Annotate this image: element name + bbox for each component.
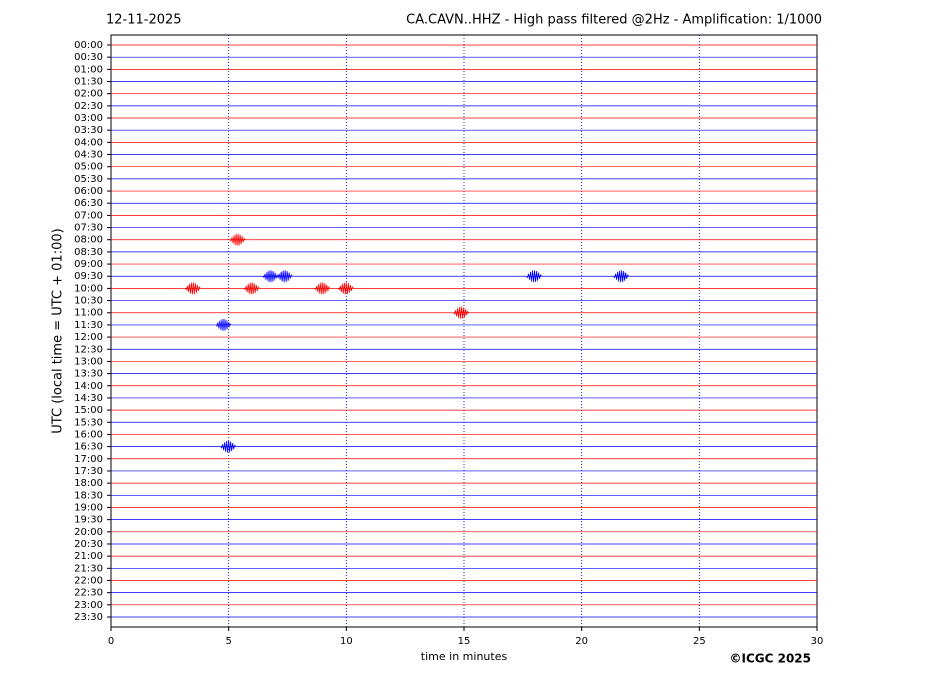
seismic-event: [526, 270, 542, 283]
y-tick-label: 20:30: [74, 539, 103, 550]
plot-frame: [110, 34, 818, 628]
y-tick-label: 19:00: [74, 502, 103, 513]
y-tick-label: 21:00: [74, 551, 103, 562]
y-tick-label: 16:00: [74, 429, 103, 440]
x-tick-label: 5: [225, 636, 231, 647]
x-tick-label: 10: [340, 636, 353, 647]
seismic-event: [453, 306, 469, 319]
credit: ©ICGC 2025: [729, 652, 811, 666]
x-tick-label: 20: [575, 636, 588, 647]
y-tick-label: 11:00: [74, 308, 103, 319]
seismic-event: [215, 318, 232, 331]
x-tick-label: 15: [458, 636, 471, 647]
y-tick-label: 20:00: [74, 527, 103, 538]
y-tick-label: 06:00: [74, 186, 103, 197]
seismic-event: [185, 282, 201, 295]
seismic-event: [229, 233, 246, 246]
y-tick-label: 10:30: [74, 296, 103, 307]
y-tick-label: 14:30: [74, 393, 103, 404]
y-tick-label: 15:30: [74, 417, 103, 428]
seismic-event: [314, 282, 331, 295]
y-tick-label: 18:00: [74, 478, 103, 489]
y-tick-label: 23:30: [74, 612, 103, 623]
y-tick-label: 23:00: [74, 600, 103, 611]
y-tick-label: 07:30: [74, 223, 103, 234]
seismic-event: [338, 282, 354, 295]
y-tick-label: 18:30: [74, 490, 103, 501]
seismic-event: [613, 270, 629, 283]
y-tick-label: 12:30: [74, 344, 103, 355]
y-tick-label: 12:00: [74, 332, 103, 343]
y-tick-label: 10:00: [74, 283, 103, 294]
y-tick-label: 08:00: [74, 235, 103, 246]
date: 12-11-2025: [106, 13, 182, 28]
y-tick-label: 04:30: [74, 150, 103, 161]
y-tick-label: 13:00: [74, 356, 103, 367]
y-axis-label: UTC (local time = UTC + 01:00): [51, 228, 66, 433]
y-tick-label: 07:00: [74, 210, 103, 221]
y-tick-label: 01:00: [74, 64, 103, 75]
y-tick-label: 21:30: [74, 563, 103, 574]
y-tick-label: 06:30: [74, 198, 103, 209]
chart-title: CA.CAVN..HHZ - High pass filtered @2Hz -…: [406, 13, 822, 28]
y-tick-label: 19:30: [74, 515, 103, 526]
y-tick-label: 14:00: [74, 381, 103, 392]
y-tick-label: 05:30: [74, 174, 103, 185]
y-tick-label: 16:30: [74, 442, 103, 453]
seismic-event: [262, 270, 279, 283]
seismic-event: [243, 282, 260, 295]
y-tick-label: 03:00: [74, 113, 103, 124]
x-axis-label: time in minutes: [421, 650, 508, 663]
y-tick-label: 13:30: [74, 369, 103, 380]
seismic-event: [220, 440, 236, 453]
y-tick-label: 05:00: [74, 162, 103, 173]
y-tick-label: 11:30: [74, 320, 103, 331]
x-tick-label: 25: [693, 636, 706, 647]
x-tick-label: 30: [811, 636, 824, 647]
y-tick-label: 03:30: [74, 125, 103, 136]
y-tick-label: 09:30: [74, 271, 103, 282]
y-tick-label: 09:00: [74, 259, 103, 270]
y-tick-label: 00:00: [74, 40, 103, 51]
y-tick-label: 15:00: [74, 405, 103, 416]
y-tick-label: 02:30: [74, 101, 103, 112]
y-tick-label: 01:30: [74, 77, 103, 88]
x-tick-label: 0: [108, 636, 114, 647]
y-tick-label: 00:30: [74, 52, 103, 63]
y-tick-label: 08:30: [74, 247, 103, 258]
y-tick-label: 04:00: [74, 137, 103, 148]
y-tick-label: 22:30: [74, 588, 103, 599]
y-tick-label: 17:30: [74, 466, 103, 477]
y-tick-label: 22:00: [74, 575, 103, 586]
y-tick-label: 02:00: [74, 89, 103, 100]
y-tick-label: 17:00: [74, 454, 103, 465]
seismic-event: [276, 270, 293, 283]
